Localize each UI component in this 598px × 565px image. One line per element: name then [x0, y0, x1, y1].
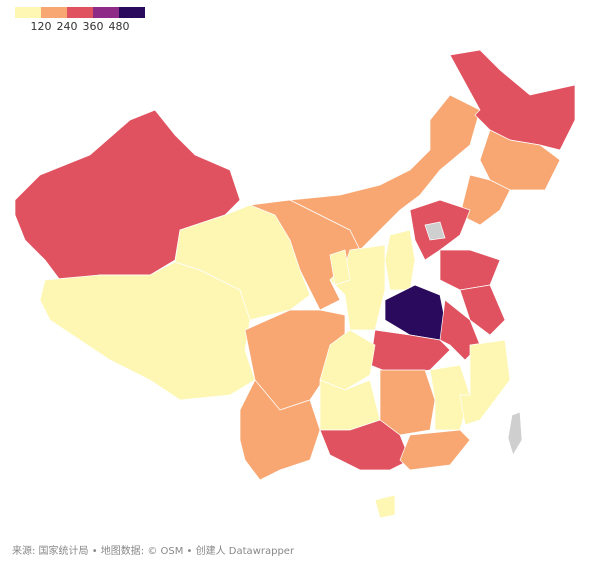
- region: [239, 379, 321, 481]
- region: [459, 284, 506, 336]
- region: [439, 249, 501, 291]
- source-note: 来源: 国家统计局 • 地图数据: © OSM • 创建人 Datawrappe…: [12, 544, 295, 557]
- regions: [14, 49, 576, 519]
- region: [459, 339, 511, 426]
- legend-swatch: [119, 7, 145, 18]
- legend-tick-label: 480: [109, 20, 130, 33]
- region: [374, 494, 396, 519]
- region: [319, 379, 381, 431]
- region: [329, 249, 351, 286]
- legend-tick-label: 360: [83, 20, 104, 33]
- legend-swatch: [15, 7, 41, 18]
- region: [449, 49, 576, 151]
- region: [288, 94, 481, 251]
- region: [384, 284, 446, 341]
- legend: 120 240 360 480: [15, 7, 145, 33]
- region: [399, 429, 471, 471]
- region: [507, 411, 523, 456]
- legend-swatch: [93, 7, 119, 18]
- legend-tick-label: 240: [57, 20, 78, 33]
- region: [479, 129, 561, 191]
- region: [39, 261, 256, 401]
- legend-swatch: [41, 7, 67, 18]
- region: [384, 229, 416, 291]
- legend-tick-label: 120: [31, 20, 52, 33]
- region: [379, 369, 436, 436]
- legend-swatch: [67, 7, 93, 18]
- region: [424, 221, 446, 241]
- region: [369, 329, 451, 376]
